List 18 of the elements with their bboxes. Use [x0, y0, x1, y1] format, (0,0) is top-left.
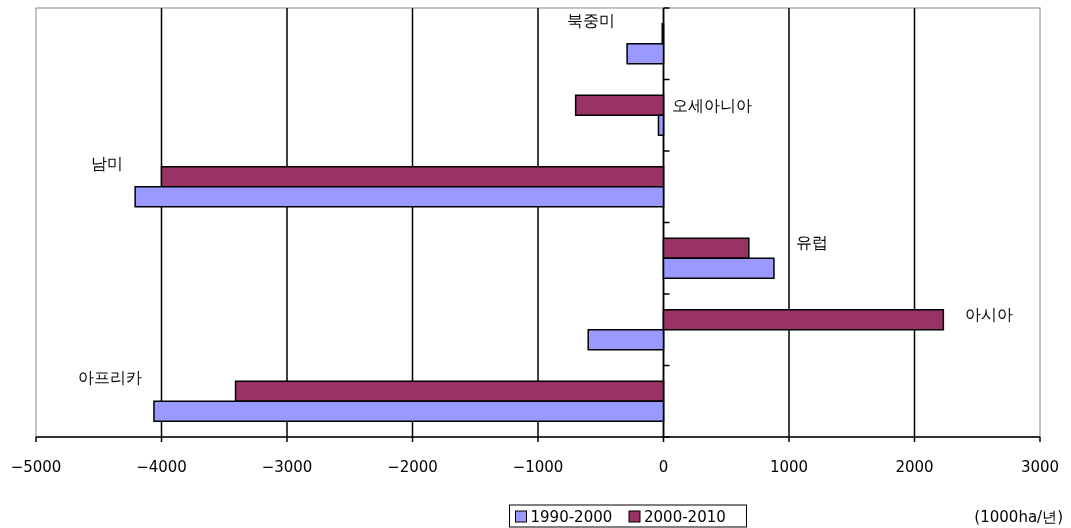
x-tick-label: −1000 [512, 458, 564, 476]
legend-label: 2000-2010 [644, 508, 726, 526]
x-tick-label: 3000 [1020, 458, 1060, 476]
x-tick-label: 2000 [895, 458, 934, 476]
y-tick-label: 남미 [91, 153, 124, 173]
x-tick-label: 0 [658, 458, 669, 476]
y-tick-label: 아프리카 [77, 368, 142, 388]
y-tick-label: 북중미 [567, 10, 616, 30]
x-tick-label: 1000 [769, 458, 809, 476]
legend-label: 1990-2000 [530, 508, 613, 526]
text: (1000ha/년) [974, 508, 1063, 526]
x-tick-label: −3000 [261, 458, 313, 476]
y-tick-label: 오세아니아 [671, 96, 752, 116]
y-tick-label: 유럽 [795, 233, 828, 253]
x-tick-label: −2000 [387, 458, 438, 476]
x-tick-label: −5000 [10, 458, 62, 476]
x-tick-label: −4000 [136, 458, 187, 476]
y-tick-label: 아시아 [965, 304, 1014, 324]
